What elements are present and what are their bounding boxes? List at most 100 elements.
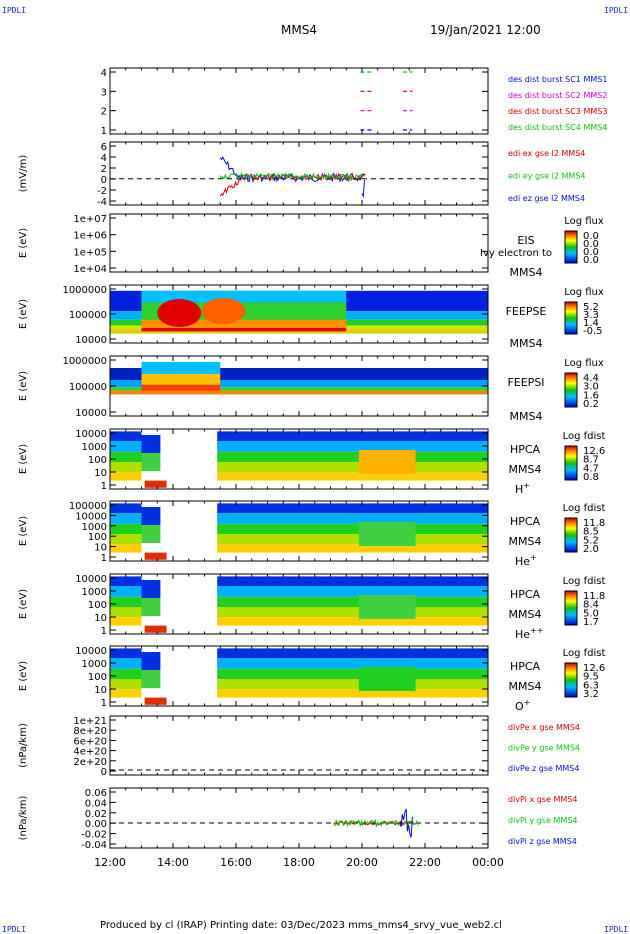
hpca-low-energy-band [144,480,167,488]
colorbar-value: 3.2 [583,689,599,700]
colorbar [564,590,578,626]
hpca-band [217,668,488,679]
spacecraft-label: MMS4 [509,535,542,548]
corner-mark-bottom-right: IPDLI [604,925,629,934]
hpca-band [217,586,488,597]
colorbar-value: 8.4 [583,600,599,611]
y-tick-label: -0.04 [81,840,107,851]
y-tick-label: 2e+20 [73,757,107,768]
y-tick-label: 1000 [82,659,107,670]
colorbar-value: 4.7 [583,463,599,474]
hpca-mid-band [358,450,416,474]
hpca-low-energy-band [144,552,167,560]
hpca-band [110,586,142,597]
edi-ez-trace [361,179,365,199]
colorbar-value: 8.5 [583,527,599,538]
colorbar-value: 0.2 [583,399,599,410]
colorbar-value: 0.8 [583,472,599,483]
legend-entry: edi ey gse l2 MMS4 [508,172,586,181]
colorbar-title: Log fdist [563,503,606,514]
colorbar-value: 1.4 [583,318,599,329]
hpca-band [217,596,488,607]
hpca-band [141,507,161,525]
corner-mark-top-right: IPDLI [604,6,629,15]
instrument-label: HPCA [510,588,541,601]
data-gap [166,430,218,488]
hpca-band [217,503,488,513]
hpca-band [110,679,142,690]
hpca-band [110,689,142,698]
time-tick-label: 22:00 [409,856,441,869]
y-tick-label: 10 [94,685,107,696]
data-gap [166,502,218,560]
hpca-band [141,652,161,670]
y-tick-label: 100 [88,600,107,611]
colorbar-value: 9.5 [583,672,599,683]
y-tick-label: 100000 [69,501,107,512]
y-tick-label: 1000000 [62,356,107,367]
y-axis-label: E (eV) [18,661,29,691]
hpca-band [110,617,142,626]
subinstrument-label: Ivy electron to [480,248,552,259]
hpca-band [110,607,142,618]
legend-entry: edi ex gse l2 MMS4 [508,149,585,158]
divpi-y-trace [333,818,419,828]
spacecraft-title: MMS4 [281,23,317,37]
instrument-label: HPCA [510,443,541,456]
y-tick-label: 8e+20 [73,726,107,737]
y-tick-label: 10000 [75,511,107,522]
y-tick-label: 1 [101,626,107,637]
y-axis-label: (mV/m) [18,155,29,193]
legend-entry: des dist burst SC1 MMS1 [508,75,607,84]
hpca-band [110,648,142,658]
y-tick-label: 10 [94,543,107,554]
y-tick-label: 100 [88,455,107,466]
hpca-low-energy-band [144,697,167,705]
y-tick-label: 3 [101,87,107,98]
legend-entry: divPi y gse MMS4 [508,816,577,825]
hpca-band [141,453,161,471]
feepse-band [141,319,347,328]
y-tick-label: 1e+05 [73,247,107,258]
hpca-band [141,670,161,688]
hpca-band [110,576,142,586]
species-label: He+ [515,553,537,568]
colorbar-value: 0.0 [583,247,599,258]
y-tick-label: -0.02 [81,830,107,841]
spacecraft-label: MMS4 [509,608,542,621]
hpca-band [217,534,488,545]
time-tick-label: 14:00 [157,856,189,869]
panel-frame-divpe [109,715,489,776]
feepsi-band [141,374,221,385]
spacecraft-label: MMS4 [509,463,542,476]
hpca-band [110,658,142,669]
y-tick-label: 100000 [69,382,107,393]
instrument-label: HPCA [510,515,541,528]
panel-frame-burst [109,67,489,135]
colorbar [564,445,578,481]
y-tick-label: 100 [88,532,107,543]
hpca-mid-band [358,667,416,691]
legend-entry: edi ez gse l2 MMS4 [508,194,585,203]
y-axis-label: E (eV) [18,371,29,401]
footer-credits: Produced by cl (IRAP) Printing date: 03/… [100,920,502,931]
colorbar-value: 4.4 [583,373,599,384]
time-tick-label: 20:00 [346,856,378,869]
hpca-band [110,431,142,441]
colorbar-title: Log fdist [563,431,606,442]
colorbar-value: 1.7 [583,617,599,628]
species-label: O+ [515,698,530,713]
hpca-band [217,576,488,586]
hpca-band [141,580,161,598]
hpca-band [141,598,161,616]
spacecraft-label: MMS4 [510,410,543,423]
feepse-band [141,290,347,303]
feepsi-band [110,380,488,388]
instrument-label: EIS [517,234,534,247]
hpca-band [110,523,142,534]
colorbar [564,372,578,408]
hpca-band [110,534,142,545]
y-axis-label: E (eV) [18,228,29,258]
colorbar-value: 8.7 [583,455,599,466]
